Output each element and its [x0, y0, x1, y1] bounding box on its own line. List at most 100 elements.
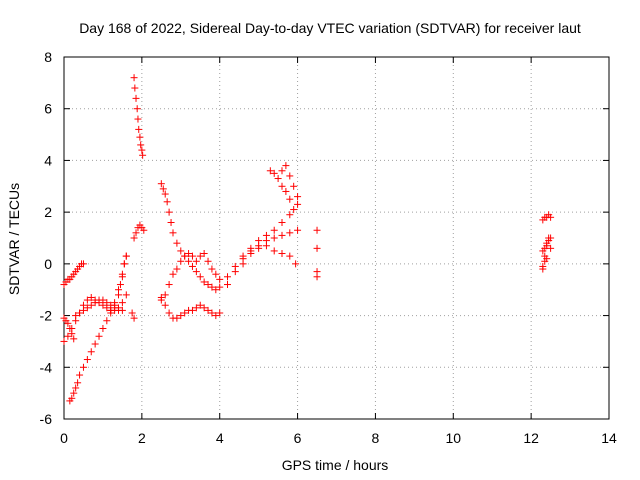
data-point [185, 257, 193, 265]
data-point [157, 180, 165, 188]
plot-frame [63, 56, 610, 420]
data-point [286, 195, 294, 203]
x-tick-label: 10 [445, 430, 461, 446]
data-point [247, 250, 255, 258]
data-point [128, 309, 136, 317]
y-tick-label: -2 [40, 308, 53, 324]
data-point [115, 286, 122, 294]
data-point [137, 141, 145, 149]
x-tick-label: 0 [60, 430, 68, 446]
data-point [270, 169, 278, 177]
data-point [139, 151, 147, 159]
data-point [290, 182, 298, 190]
data-point [169, 229, 177, 237]
x-tick-label: 6 [294, 430, 302, 446]
data-point [173, 314, 181, 322]
data-point [118, 273, 126, 281]
data-point [138, 146, 146, 154]
data-point [239, 260, 247, 268]
y-tick-label: -6 [40, 411, 53, 427]
data-point [270, 234, 278, 242]
data-point [72, 384, 80, 392]
data-point [68, 325, 76, 332]
data-point [231, 268, 239, 276]
data-point [208, 265, 216, 273]
chart-title: Day 168 of 2022, Sidereal Day-to-day VTE… [79, 20, 581, 36]
y-tick-labels: -6 -4 -2 0 2 4 6 8 [40, 49, 53, 427]
data-point [266, 167, 274, 175]
data-point [255, 244, 263, 252]
data-point [159, 185, 167, 193]
data-point [122, 252, 130, 260]
y-tick-label: 2 [44, 204, 52, 220]
y-tick-label: -4 [40, 359, 53, 375]
data-point [91, 299, 99, 307]
data-point [107, 306, 115, 314]
data-point [255, 237, 263, 245]
data-point [188, 262, 196, 270]
axis-ticks [63, 56, 610, 420]
data-point [79, 363, 87, 371]
data-point [136, 133, 144, 141]
data-point [278, 250, 286, 258]
data-point [278, 218, 286, 226]
y-tick-label: 8 [44, 49, 52, 65]
data-point [286, 211, 294, 219]
data-point [134, 115, 142, 123]
data-point [262, 242, 270, 250]
data-point [131, 84, 139, 92]
data-point [167, 218, 175, 226]
data-point [140, 226, 148, 234]
data-point [99, 325, 107, 332]
y-tick-label: 6 [44, 101, 52, 117]
data-point [173, 239, 181, 247]
data-point [196, 252, 204, 260]
data-point [118, 306, 126, 314]
data-point [130, 314, 138, 322]
data-point [286, 229, 294, 237]
x-tick-label: 12 [523, 430, 539, 446]
data-point [79, 306, 87, 314]
data-point [192, 268, 200, 276]
data-point [278, 182, 286, 190]
data-point [216, 275, 224, 283]
data-point [165, 281, 173, 289]
data-point [111, 299, 119, 307]
x-tick-label: 4 [216, 430, 224, 446]
data-point [313, 273, 321, 281]
data-point [539, 262, 547, 270]
x-tick-labels: 0 2 4 6 8 10 12 14 [60, 430, 617, 446]
data-point [294, 200, 302, 208]
data-point [200, 278, 208, 286]
data-point [177, 312, 185, 320]
x-axis-label: GPS time / hours [282, 457, 389, 473]
data-point [192, 304, 200, 312]
data-point [87, 301, 95, 309]
data-point [313, 226, 321, 234]
data-point [274, 175, 282, 183]
data-point [196, 301, 204, 309]
data-point [70, 335, 78, 343]
data-point [270, 226, 278, 234]
data-point [212, 270, 220, 278]
data-point [192, 257, 200, 265]
data-point [161, 190, 169, 198]
data-point [99, 296, 107, 304]
data-point [103, 299, 111, 307]
data-point [224, 273, 231, 281]
data-point [116, 281, 124, 289]
data-point [60, 337, 68, 345]
data-point [313, 244, 321, 252]
data-point [543, 255, 551, 263]
y-tick-label: 4 [44, 152, 52, 168]
data-point [204, 306, 212, 314]
data-point [547, 234, 555, 242]
data-point [68, 394, 76, 402]
data-point [224, 281, 231, 289]
data-point [200, 304, 208, 312]
data-point [177, 247, 185, 255]
data-point [200, 250, 208, 258]
data-point [64, 332, 72, 340]
x-tick-label: 14 [601, 430, 617, 446]
data-point [208, 283, 216, 291]
